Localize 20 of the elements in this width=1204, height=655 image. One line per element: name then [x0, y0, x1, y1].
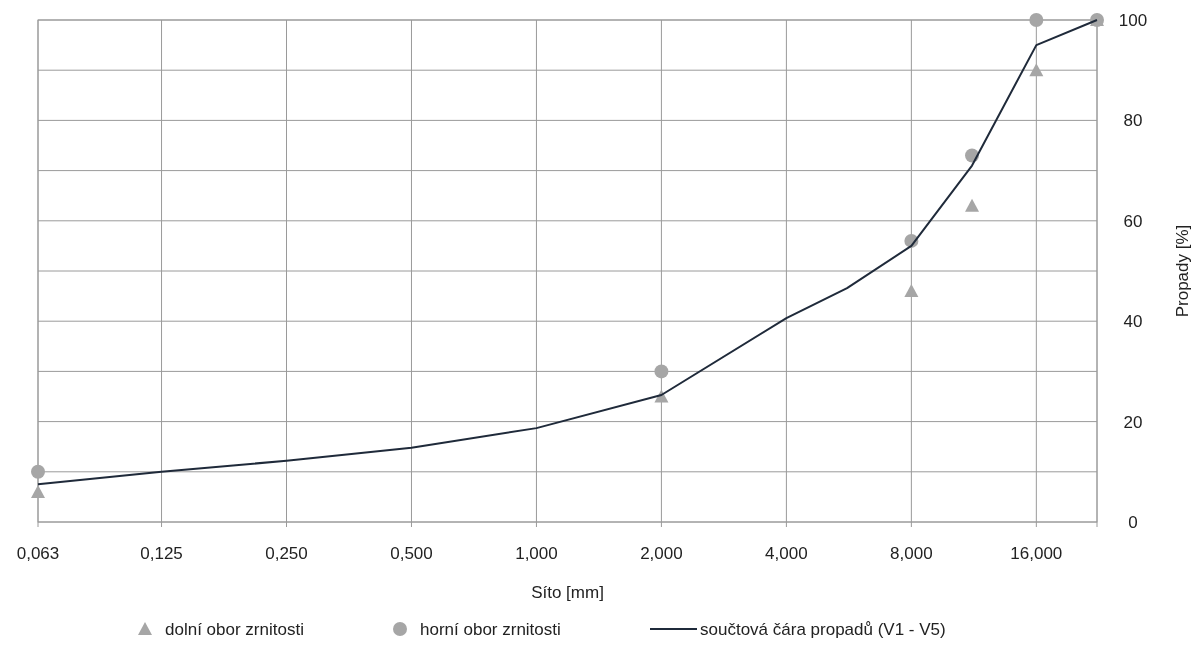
x-tick-label: 4,000	[765, 544, 808, 563]
y-axis-title: Propady [%]	[1173, 224, 1192, 318]
x-tick-label: 2,000	[640, 544, 683, 563]
x-tick-label: 16,000	[1010, 544, 1063, 563]
y-tick-label: 80	[1123, 111, 1143, 131]
x-tick-label: 0,063	[16, 544, 60, 563]
x-tick-label: 0,125	[140, 544, 183, 563]
y-tick-label: 60	[1123, 211, 1143, 231]
x-tick-label: 1,000	[515, 544, 558, 563]
legend-label: horní obor zrnitosti	[420, 620, 561, 639]
x-tick-label: 0,500	[390, 544, 433, 563]
y-tick-label: 40	[1123, 312, 1143, 332]
legend-label: součtová čára propadů (V1 - V5)	[700, 620, 946, 639]
y-tick-label: 20	[1123, 412, 1143, 432]
legend-label: dolní obor zrnitosti	[165, 620, 304, 639]
y-tick-label: 100	[1118, 11, 1148, 30]
x-tick-label: 8,000	[890, 544, 933, 563]
x-axis-title: Síto [mm]	[531, 583, 604, 602]
y-tick-label: 0	[1128, 513, 1138, 532]
x-tick-label: 0,250	[265, 544, 308, 563]
